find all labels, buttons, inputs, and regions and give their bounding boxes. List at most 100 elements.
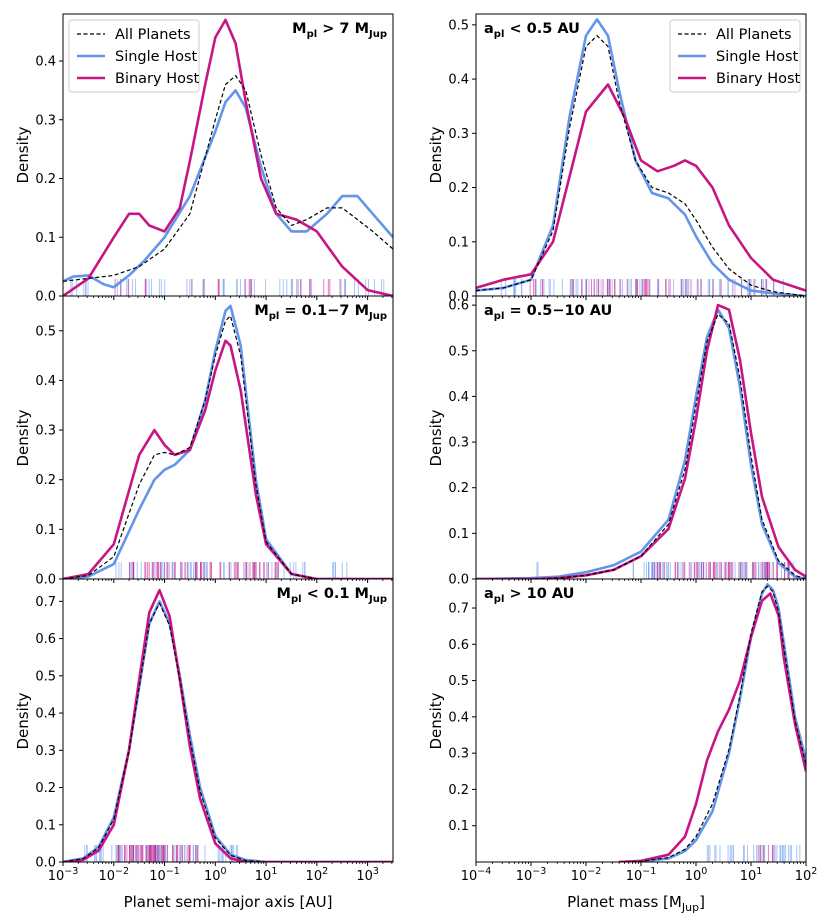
y-tick-label: 0.1 [448, 819, 469, 834]
y-tick-label: 0.2 [35, 781, 56, 796]
series-line-all [63, 75, 393, 282]
series-line-binary [63, 339, 393, 579]
x-tick-label-exponent: −1 [166, 866, 180, 877]
x-axis-label-right-end: ] [699, 893, 705, 911]
series-line-all [476, 35, 806, 296]
x-tick-label: 10−1 [626, 866, 657, 884]
x-axis-label-right: Planet mass [MJup] [567, 893, 705, 914]
y-tick-label: 0.0 [35, 856, 56, 871]
panel-title-rest: = 0.5−10 AU [504, 303, 612, 319]
x-tick-label-exponent: 2 [322, 866, 328, 877]
panel-title: apl > 10 AU [484, 586, 574, 605]
y-tick-label: 0.1 [35, 231, 56, 246]
legend-label-all: All Planets [716, 27, 792, 43]
x-tick-label-base: 10 [48, 869, 65, 884]
x-tick-label-exponent: 1 [271, 866, 277, 877]
y-tick-label: 0.0 [448, 290, 469, 305]
panel-title-sub2: Jup [368, 594, 387, 605]
rug-group [706, 845, 801, 862]
legend: All Planets Single Host Binary Host [669, 19, 801, 93]
x-tick-label-base: 10 [149, 869, 166, 884]
panel-mid-right: 0.0 0.1 0.2 0.3 0.4 0.5 0.6 apl = 0.5−10 AU [448, 295, 807, 588]
x-tick-label-base: 10 [516, 869, 533, 884]
x-tick-label-exponent: −2 [587, 866, 601, 877]
panel-top-right: 0.0 0.1 0.2 0.3 0.4 0.5 apl < 0.5 AU All Planet… [448, 13, 807, 305]
y-tick-label: 0.0 [35, 573, 56, 588]
x-tick-label: 100 [204, 866, 227, 884]
legend-label-single: Single Host [115, 49, 198, 65]
y-tick-label: 0.7 [448, 602, 469, 617]
y-axis-label-right-top: Density [427, 126, 445, 183]
legend-label-binary: Binary Host [115, 71, 200, 87]
panel-title-sub: pl [494, 311, 505, 322]
y-tick-label: 0.3 [448, 747, 469, 762]
y-tick-label: 0.3 [448, 127, 469, 142]
y-tick-label: 0.5 [35, 324, 56, 339]
panel-bot-right: 0.10.20.30.40.50.60.710−4 10−3 10−2 10−1 100… [448, 578, 817, 884]
y-axis-label-right-bot: Density [427, 692, 445, 749]
y-tick-label: 0.4 [35, 55, 56, 70]
panel-title: apl = 0.5−10 AU [484, 303, 612, 322]
x-tick-label: 100 [685, 866, 708, 884]
y-axis-label-right-mid: Density [427, 409, 445, 466]
panel-title-sub2: Jup [368, 311, 387, 322]
y-tick-label: 0.1 [35, 818, 56, 833]
panel-title-main: M [292, 21, 306, 37]
plot-frame [475, 295, 807, 580]
y-tick-label: 0.7 [35, 595, 56, 610]
x-tick-label-exponent: 1 [756, 866, 762, 877]
rug-group [115, 562, 348, 579]
panel-mid-left: 0.0 0.1 0.2 0.3 0.4 0.5 Mpl = 0.1−7 MJup [35, 295, 394, 588]
x-tick-label: 102 [306, 866, 329, 884]
x-tick-label-exponent: −1 [642, 866, 656, 877]
series-line-all [618, 585, 806, 862]
x-tick-label-base: 10 [461, 869, 478, 884]
x-tick-label-base: 10 [626, 869, 643, 884]
panel-title-rest: = 0.1−7 M [279, 303, 369, 319]
y-tick-label: 0.6 [448, 299, 469, 314]
x-tick-label: 10−2 [571, 866, 602, 884]
x-axis-label-left: Planet semi-major axis [AU] [124, 893, 333, 911]
y-tick-label: 0.3 [35, 424, 56, 439]
panel-title-rest: > 7 M [317, 21, 369, 37]
x-tick-label-exponent: 3 [373, 866, 379, 877]
y-tick-label: 0.2 [448, 481, 469, 496]
x-tick-label: 10−2 [98, 866, 129, 884]
series-line-single [63, 304, 393, 579]
panel-top-left: 0.0 0.1 0.2 0.3 0.4 Mpl > 7 MJup All Planets Si… [35, 13, 394, 305]
y-axis-label-left-bot: Density [14, 692, 32, 749]
x-tick-label: 103 [356, 866, 379, 884]
panel-title-main: a [484, 303, 494, 319]
x-tick-label-base: 10 [98, 869, 115, 884]
series-line-all [476, 313, 806, 579]
x-tick-label-base: 10 [204, 869, 221, 884]
x-axis-label-right-sub: Jup [681, 901, 699, 914]
series-line-binary [476, 83, 806, 292]
panel-title-sub: pl [494, 594, 505, 605]
x-tick-label-base: 10 [255, 869, 272, 884]
y-tick-label: 0.3 [35, 113, 56, 128]
x-tick-label-base: 10 [306, 869, 323, 884]
panel-title: Mpl = 0.1−7 MJup [254, 303, 387, 322]
y-tick-label: 0.5 [448, 18, 469, 33]
series-line-binary [476, 303, 806, 579]
y-tick-label: 0.4 [448, 710, 469, 725]
panel-title-sub: pl [494, 29, 505, 40]
y-tick-label: 0.3 [35, 744, 56, 759]
series-line-all [63, 602, 393, 862]
y-tick-label: 0.3 [448, 436, 469, 451]
rug-group [500, 279, 784, 296]
y-tick-label: 0.4 [448, 73, 469, 88]
x-tick-label-exponent: 0 [701, 866, 707, 877]
panel-bot-left: 0.00.10.20.30.40.50.60.710−3 10−2 10−1 100 1… [35, 578, 394, 884]
panel-title-main: a [484, 586, 494, 602]
legend-box [669, 19, 801, 93]
y-tick-label: 0.2 [35, 473, 56, 488]
x-tick-label: 10−3 [48, 866, 79, 884]
y-tick-label: 0.1 [35, 523, 56, 538]
x-tick-label: 10−1 [149, 866, 180, 884]
series-line-binary [63, 18, 393, 296]
y-tick-label: 0.4 [35, 707, 56, 722]
y-tick-label: 0.1 [448, 235, 469, 250]
x-tick-label: 101 [740, 866, 763, 884]
